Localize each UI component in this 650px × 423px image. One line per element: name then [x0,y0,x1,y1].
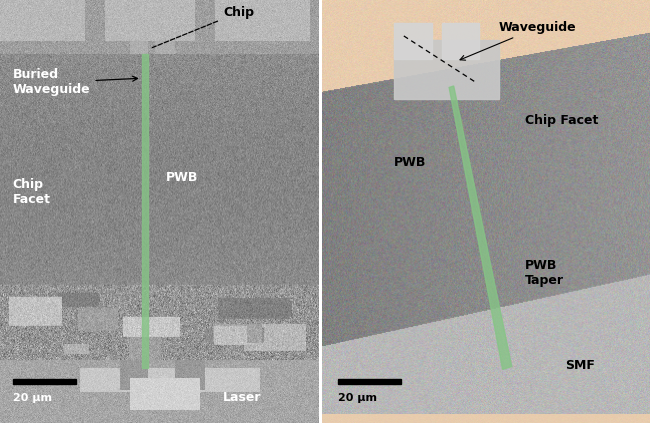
Bar [338,379,400,384]
Polygon shape [142,54,148,368]
Bar [441,23,479,59]
Text: Waveguide: Waveguide [460,21,577,60]
Text: PWB: PWB [394,157,426,169]
Bar [13,379,77,384]
Text: 20 μm: 20 μm [338,393,377,403]
Text: Buried
Waveguide: Buried Waveguide [13,69,138,96]
Text: PWB: PWB [166,171,198,184]
Text: Chip Facet: Chip Facet [525,114,599,127]
Text: Chip: Chip [152,6,254,48]
Polygon shape [449,86,512,370]
Text: Chip
Facet: Chip Facet [13,179,51,206]
Text: SMF: SMF [565,360,595,372]
Text: 20 μm: 20 μm [13,393,52,403]
Bar [394,40,499,99]
Bar [394,23,432,59]
Text: Laser: Laser [223,391,261,404]
Text: PWB
Taper: PWB Taper [525,259,564,287]
